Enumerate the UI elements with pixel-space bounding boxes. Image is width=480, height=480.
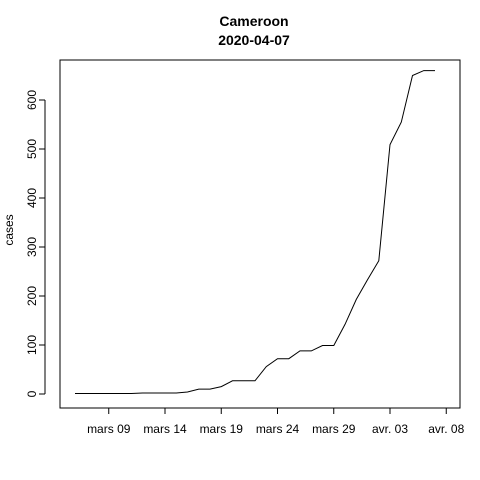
x-tick-label: mars 24 bbox=[256, 422, 300, 436]
x-tick-label: mars 29 bbox=[312, 422, 356, 436]
x-axis: mars 09 mars 14 mars 19 mars 24 mars 29 avr. … bbox=[87, 407, 465, 436]
y-tick-label: 300 bbox=[25, 237, 39, 257]
chart-subtitle: 2020-04-07 bbox=[218, 32, 290, 48]
chart-title: Cameroon bbox=[219, 13, 288, 29]
y-tick-label: 600 bbox=[25, 90, 39, 110]
x-tick-label: avr. 03 bbox=[372, 422, 408, 436]
y-axis: 0 100 200 300 400 500 600 bbox=[25, 90, 46, 397]
y-tick-label: 400 bbox=[25, 188, 39, 208]
y-tick-label: 0 bbox=[25, 390, 39, 397]
x-tick-label: avr. 08 bbox=[428, 422, 464, 436]
x-tick-label: mars 14 bbox=[143, 422, 187, 436]
y-tick-label: 500 bbox=[25, 139, 39, 159]
y-tick-label: 100 bbox=[25, 335, 39, 355]
plot-frame bbox=[59, 59, 461, 409]
y-axis-label: cases bbox=[2, 214, 16, 245]
series-layer bbox=[75, 70, 435, 394]
y-tick-label: 200 bbox=[25, 286, 39, 306]
x-tick-label: mars 19 bbox=[200, 422, 244, 436]
x-tick-label: mars 09 bbox=[87, 422, 131, 436]
series-line bbox=[75, 70, 435, 394]
